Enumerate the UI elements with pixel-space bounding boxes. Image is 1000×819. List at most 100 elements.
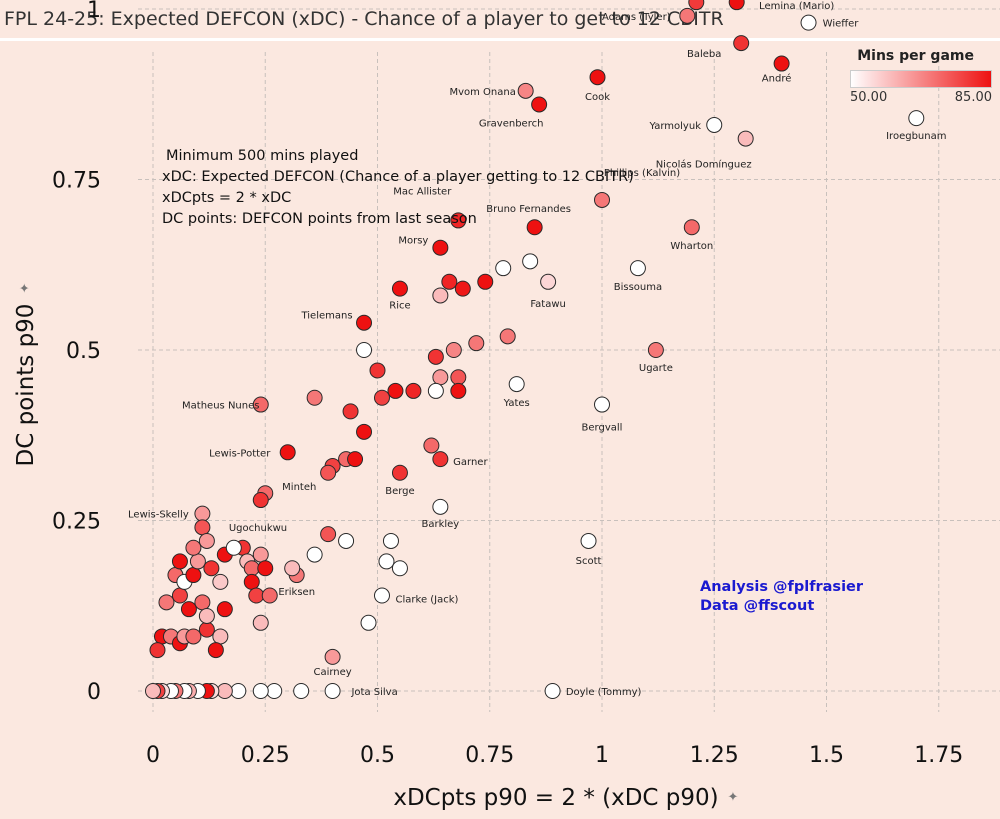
data-point[interactable] (180, 601, 197, 618)
data-point[interactable] (526, 219, 543, 236)
y-axis-pin-icon[interactable]: ✦ (18, 282, 33, 293)
data-point[interactable] (279, 444, 296, 461)
data-point[interactable] (679, 7, 696, 24)
data-point[interactable] (373, 587, 390, 604)
data-point[interactable] (216, 683, 233, 699)
data-point[interactable] (198, 607, 215, 624)
data-point[interactable] (683, 219, 700, 236)
data-point[interactable] (194, 505, 211, 522)
data-point[interactable] (540, 273, 557, 290)
data-point[interactable] (243, 573, 260, 590)
data-point[interactable] (517, 82, 534, 99)
data-point[interactable] (360, 614, 377, 631)
data-point[interactable] (468, 335, 485, 352)
data-point[interactable] (454, 280, 471, 297)
data-point[interactable] (185, 539, 202, 556)
data-point[interactable] (432, 239, 449, 256)
data-point[interactable] (728, 0, 745, 11)
data-point[interactable] (356, 342, 373, 358)
data-point[interactable] (185, 567, 202, 584)
data-point[interactable] (266, 683, 283, 699)
data-point[interactable] (378, 553, 395, 570)
data-point[interactable] (293, 683, 310, 699)
data-point[interactable] (522, 253, 539, 270)
data-point[interactable] (252, 614, 269, 631)
data-point[interactable] (427, 348, 444, 365)
data-point[interactable] (230, 683, 247, 699)
data-point[interactable] (212, 573, 229, 590)
data-point[interactable] (432, 498, 449, 515)
data-point[interactable] (306, 546, 323, 563)
data-point[interactable] (495, 260, 512, 277)
data-point[interactable] (706, 116, 723, 133)
data-point[interactable] (356, 423, 373, 440)
data-point[interactable] (445, 342, 462, 358)
data-point[interactable] (252, 546, 269, 563)
data-point[interactable] (391, 560, 408, 577)
data-point[interactable] (391, 464, 408, 481)
data-point[interactable] (248, 587, 265, 604)
data-point[interactable] (342, 403, 359, 420)
data-point[interactable] (225, 539, 242, 556)
data-point[interactable] (145, 683, 161, 699)
data-point[interactable] (324, 683, 341, 699)
data-point[interactable] (800, 14, 817, 31)
data-point[interactable] (185, 628, 202, 645)
data-point[interactable] (773, 55, 790, 72)
data-point[interactable] (737, 130, 754, 147)
data-point[interactable] (306, 389, 323, 406)
data-point[interactable] (261, 587, 278, 604)
data-point[interactable] (544, 683, 561, 699)
data-point[interactable] (194, 519, 211, 536)
data-point[interactable] (391, 280, 408, 297)
data-point[interactable] (171, 587, 188, 604)
data-point[interactable] (338, 532, 355, 549)
data-point[interactable] (508, 376, 525, 393)
data-point[interactable] (580, 532, 597, 549)
data-point[interactable] (252, 683, 269, 699)
data-point[interactable] (629, 260, 646, 277)
data-point[interactable] (733, 35, 750, 52)
data-point[interactable] (432, 287, 449, 304)
data-point[interactable] (450, 212, 467, 229)
data-point[interactable] (284, 560, 301, 577)
data-point[interactable] (320, 526, 337, 543)
data-point[interactable] (194, 594, 211, 611)
data-point[interactable] (243, 560, 260, 577)
data-point[interactable] (450, 369, 467, 386)
data-point[interactable] (432, 369, 449, 386)
data-point[interactable] (427, 382, 444, 399)
data-point[interactable] (216, 601, 233, 618)
data-point[interactable] (477, 273, 494, 290)
data-point[interactable] (432, 451, 449, 468)
x-axis-pin-icon[interactable]: ✦ (728, 790, 739, 805)
data-point[interactable] (203, 560, 220, 577)
data-point[interactable] (441, 273, 458, 290)
data-point[interactable] (347, 451, 364, 468)
data-point[interactable] (158, 594, 175, 611)
data-point[interactable] (499, 328, 516, 345)
data-point[interactable] (594, 396, 610, 413)
data-point[interactable] (171, 553, 188, 570)
data-point[interactable] (212, 628, 229, 645)
data-point[interactable] (423, 437, 440, 454)
data-point[interactable] (198, 532, 215, 549)
data-point[interactable] (252, 492, 269, 509)
data-point[interactable] (324, 648, 341, 665)
data-point[interactable] (369, 362, 386, 379)
data-point[interactable] (589, 69, 606, 86)
color-legend[interactable]: Mins per game 50.00 85.00 (850, 48, 992, 105)
data-point[interactable] (405, 382, 422, 399)
data-point[interactable] (207, 642, 224, 659)
data-point[interactable] (647, 342, 664, 358)
data-point[interactable] (252, 396, 269, 413)
data-point[interactable] (189, 553, 206, 570)
data-point[interactable] (373, 389, 390, 406)
data-point[interactable] (320, 464, 337, 481)
data-point[interactable] (382, 532, 399, 549)
data-point[interactable] (198, 621, 215, 638)
data-point[interactable] (908, 110, 925, 127)
data-point[interactable] (531, 96, 548, 113)
data-point[interactable] (688, 0, 705, 11)
data-point[interactable] (356, 314, 373, 331)
